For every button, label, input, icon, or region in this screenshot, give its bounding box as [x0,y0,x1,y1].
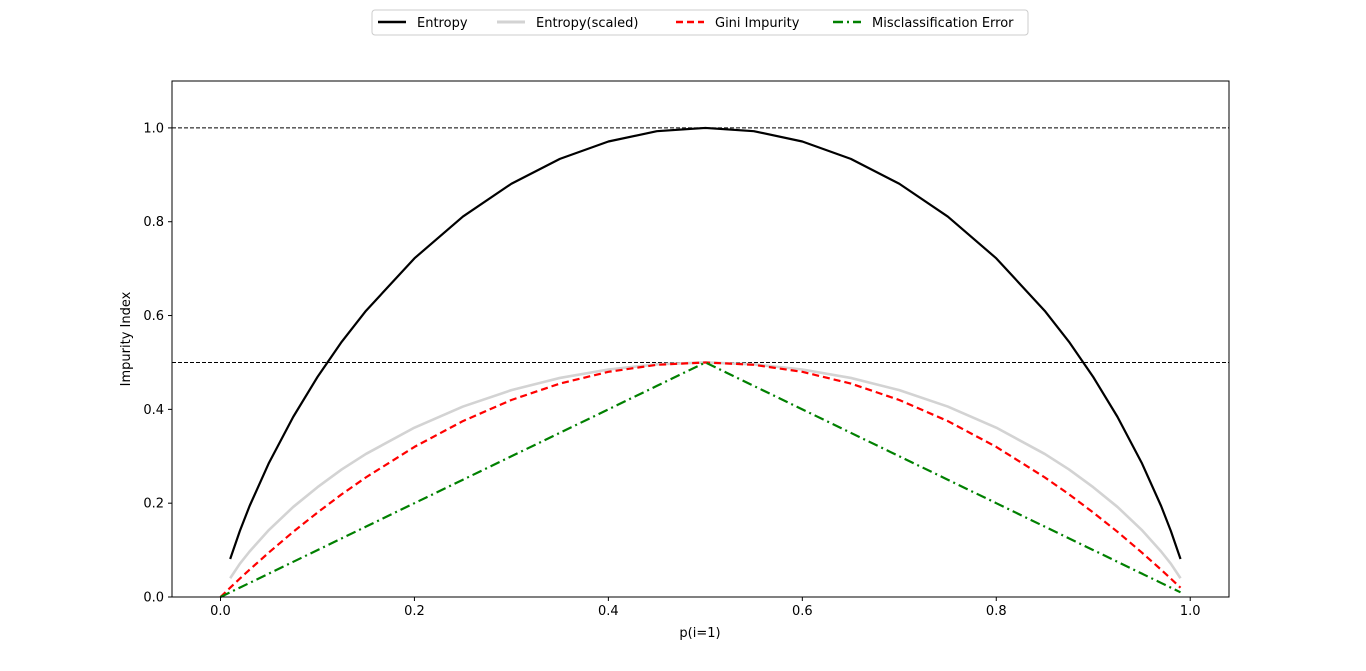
legend-label: Entropy(scaled) [536,16,638,31]
legend-label: Entropy [417,16,468,31]
legend-label: Misclassification Error [872,16,1014,31]
plot-area-frame [171,80,1230,598]
series-lines [219,126,1182,598]
y-tick-label: 0.4 [143,403,164,418]
x-axis-ticks: 0.0 0.2 0.4 0.6 0.8 1.0 [210,597,1201,619]
y-tick-label: 0.6 [143,309,164,324]
series-line-entropy [229,126,1182,560]
y-tick-label: 0.0 [143,591,164,606]
legend: Entropy Entropy(scaled) Gini Impurity Miscl… [371,9,1029,36]
y-tick-label: 0.2 [143,497,164,512]
series-line-gini-impurity [219,361,1182,598]
x-tick-label: 0.2 [404,604,425,619]
y-axis-label: Impurity Index [119,291,134,386]
x-tick-label: 0.4 [598,604,619,619]
x-tick-label: 0.0 [210,604,231,619]
x-tick-label: 1.0 [1180,604,1201,619]
legend-label: Gini Impurity [715,16,800,31]
x-axis-label: p(i=1) [679,626,720,641]
x-tick-label: 0.8 [986,604,1007,619]
x-tick-label: 0.6 [792,604,813,619]
y-axis-ticks: 0.0 0.2 0.4 0.6 0.8 1.0 [143,121,172,606]
y-tick-label: 0.8 [143,215,164,230]
y-tick-label: 1.0 [143,121,164,136]
